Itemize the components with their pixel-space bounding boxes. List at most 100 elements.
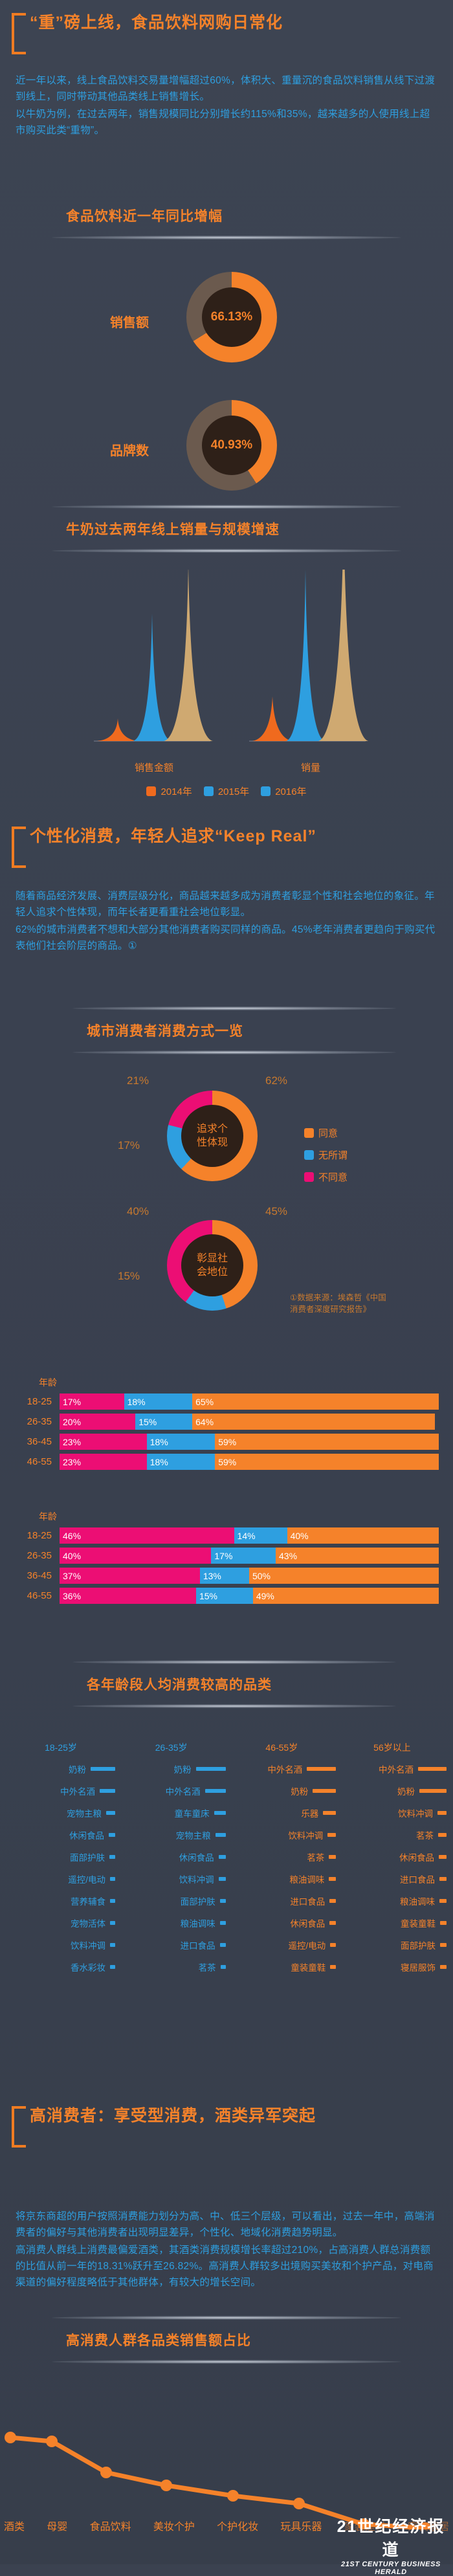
section-3-body: 将京东商超的用户按照消费能力划分为高、中、低三个层级，可以看出，过去一年中，高端… bbox=[16, 2208, 437, 2291]
segment-neutral: 18% bbox=[146, 1434, 215, 1450]
rank-bar bbox=[219, 1921, 226, 1925]
data-point bbox=[46, 2436, 58, 2447]
list-item: 乐器 bbox=[227, 1805, 337, 1821]
donut-social-status-center: 彰显社 会地位 bbox=[181, 1234, 243, 1296]
table-row: 36-45 23% 18% 59% bbox=[0, 1434, 453, 1450]
list-item: 宠物主粮 bbox=[6, 1805, 115, 1821]
table-row: 18-25 46% 14% 40% bbox=[0, 1527, 453, 1544]
table-row: 18-25 17% 18% 65% bbox=[0, 1393, 453, 1410]
milk-band: 牛奶过去两年线上销量与规模增速 bbox=[52, 505, 401, 553]
bracket-decoration bbox=[12, 13, 26, 54]
rank-bar bbox=[329, 1921, 337, 1925]
list-item: 进口食品 bbox=[338, 1871, 447, 1887]
donut-brands: 40.93% bbox=[186, 400, 277, 491]
kpi-item-brands: 品牌数 bbox=[110, 440, 149, 459]
legend-chip-icon bbox=[304, 1172, 314, 1182]
rank-bar bbox=[329, 1855, 337, 1859]
category-column-head: 56岁以上 bbox=[373, 1742, 411, 1753]
rank-bar bbox=[110, 1921, 115, 1925]
milk-legend: 2014年 2015年 2016年 bbox=[0, 784, 453, 798]
list-item: 茗茶 bbox=[338, 1827, 447, 1843]
age-table-1-header: 年龄 bbox=[39, 1377, 57, 1388]
table-row: 46-55 23% 18% 59% bbox=[0, 1454, 453, 1470]
divider-line-bottom bbox=[72, 1050, 396, 1054]
segment-neutral: 14% bbox=[234, 1527, 287, 1544]
rank-bar bbox=[218, 1877, 226, 1881]
donut-individuality: 追求个 性体现 bbox=[167, 1091, 258, 1181]
legend-item-2015[interactable]: 2015年 bbox=[203, 784, 249, 798]
rank-bar bbox=[329, 1899, 337, 1903]
list-item: 奶粉 bbox=[117, 1761, 226, 1777]
list-item: 饮料冲调 bbox=[227, 1827, 337, 1843]
donut-individuality-neutral-label: 17% bbox=[118, 1139, 140, 1151]
divider-line bbox=[52, 236, 401, 239]
kpi-value-sales: 66.13% bbox=[210, 310, 253, 324]
stacked-bar: 37% 13% 50% bbox=[60, 1568, 439, 1584]
consumer-band: 城市消费者消费方式一览 bbox=[72, 1006, 396, 1054]
divider-line-bottom bbox=[52, 2360, 401, 2364]
stacked-bar: 40% 17% 43% bbox=[60, 1548, 439, 1564]
segment-neutral: 13% bbox=[199, 1568, 249, 1584]
rank-bar bbox=[307, 1767, 337, 1771]
x-tick-label: 食品饮料 bbox=[89, 2522, 131, 2533]
category-column-head: 26-35岁 bbox=[155, 1742, 188, 1753]
legend-item-2014[interactable]: 2014年 bbox=[146, 784, 192, 798]
category-column-46-55: 46-55岁 中外名酒 奶粉 乐器 饮料冲调 茗茶 粮油调味 进口食品 休闲食品… bbox=[227, 1741, 337, 1981]
legend-item-2016[interactable]: 2016年 bbox=[261, 784, 307, 798]
list-item: 童车童床 bbox=[117, 1805, 226, 1821]
rank-bar bbox=[106, 1811, 115, 1815]
donut-brands-center: 40.93% bbox=[202, 416, 261, 475]
list-item: 休闲食品 bbox=[338, 1849, 447, 1865]
legend-chip-icon bbox=[304, 1128, 314, 1138]
age-table-2-rows: 18-25 46% 14% 40% 26-35 40% 17% 43% 36-4… bbox=[0, 1527, 453, 1604]
list-item: 粮油调味 bbox=[338, 1893, 447, 1909]
table-row: 26-35 40% 17% 43% bbox=[0, 1548, 453, 1564]
rank-bar bbox=[110, 1877, 115, 1881]
list-item: 面部护肤 bbox=[6, 1849, 115, 1865]
category-columns: 18-25岁 奶粉 中外名酒 宠物主粮 休闲食品 面部护肤 遥控/电动 营养辅食… bbox=[0, 1741, 453, 1981]
consumer-band-title: 城市消费者消费方式一览 bbox=[87, 1024, 243, 1039]
age-table-1-rows: 18-25 17% 18% 65% 26-35 20% 15% 64% 36-4… bbox=[0, 1393, 453, 1470]
segment-agree: 43% bbox=[276, 1548, 439, 1564]
rank-bar bbox=[439, 1899, 447, 1903]
spike-2015-volume bbox=[286, 570, 325, 741]
kpi-item-sales: 销售额 bbox=[110, 312, 149, 331]
consumer-legend: 同意 无所谓 不同意 bbox=[304, 1126, 348, 1184]
divider-line-top bbox=[52, 505, 401, 509]
section-1-body: 近一年以来，线上食品饮料交易量增幅超过60%，体积大、重量沉的食品饮料销售从线下… bbox=[16, 72, 437, 139]
section-2-body: 随着商品经济发展、消费层级分化，商品越来越多成为消费者彰显个性和社会地位的象征。… bbox=[16, 888, 437, 954]
data-point bbox=[358, 2518, 370, 2530]
section-2-paragraph-2: 62%的城市消费者不想和大部分其他消费者购买同样的商品。45%老年消费者更趋向于… bbox=[16, 924, 436, 951]
section-2-heading: 个性化消费，年轻人追求“Keep Real” bbox=[0, 825, 453, 868]
rank-bar bbox=[218, 1855, 226, 1859]
legend-item-agree[interactable]: 同意 bbox=[304, 1126, 348, 1140]
data-point bbox=[227, 2490, 239, 2502]
line-series bbox=[8, 2435, 428, 2531]
divider-line-top bbox=[72, 1006, 396, 1010]
x-tick-label: 母婴 bbox=[47, 2522, 68, 2533]
category-column-56-plus: 56岁以上 中外名酒 奶粉 饮料冲调 茗茶 休闲食品 进口食品 粮油调味 童装童… bbox=[338, 1741, 447, 1981]
donut-social-status-agree-label: 45% bbox=[265, 1205, 288, 1217]
list-item: 休闲食品 bbox=[227, 1915, 337, 1931]
segment-disagree: 23% bbox=[60, 1454, 147, 1470]
rank-bar bbox=[215, 1833, 226, 1837]
legend-item-neutral[interactable]: 无所谓 bbox=[304, 1148, 348, 1162]
row-age-label: 18-25 bbox=[27, 1530, 52, 1541]
list-item: 中外名酒 bbox=[6, 1783, 115, 1799]
spike-2016-volume bbox=[318, 511, 368, 741]
line-band-title: 高消费人群各品类销售额占比 bbox=[66, 2333, 251, 2348]
x-tick-label: 家装家居 bbox=[407, 2522, 449, 2533]
section-3-paragraph-1: 将京东商超的用户按照消费能力划分为高、中、低三个层级，可以看出，过去一年中，高端… bbox=[16, 2211, 435, 2238]
segment-disagree: 40% bbox=[60, 1548, 212, 1564]
rank-bar bbox=[110, 1899, 115, 1903]
publisher-logo: 21世纪经济报道 21ST CENTURY BUSINESS HERALD bbox=[329, 2514, 453, 2576]
segment-agree: 59% bbox=[215, 1434, 439, 1450]
segment-disagree: 36% bbox=[60, 1588, 196, 1604]
row-age-label: 26-35 bbox=[27, 1416, 52, 1427]
legend-item-disagree[interactable]: 不同意 bbox=[304, 1170, 348, 1184]
segment-agree: 64% bbox=[192, 1414, 436, 1430]
row-age-label: 46-55 bbox=[27, 1456, 52, 1467]
row-age-label: 26-35 bbox=[27, 1550, 52, 1561]
kpi-band-title: 食品饮料近一年同比增幅 bbox=[66, 209, 223, 224]
